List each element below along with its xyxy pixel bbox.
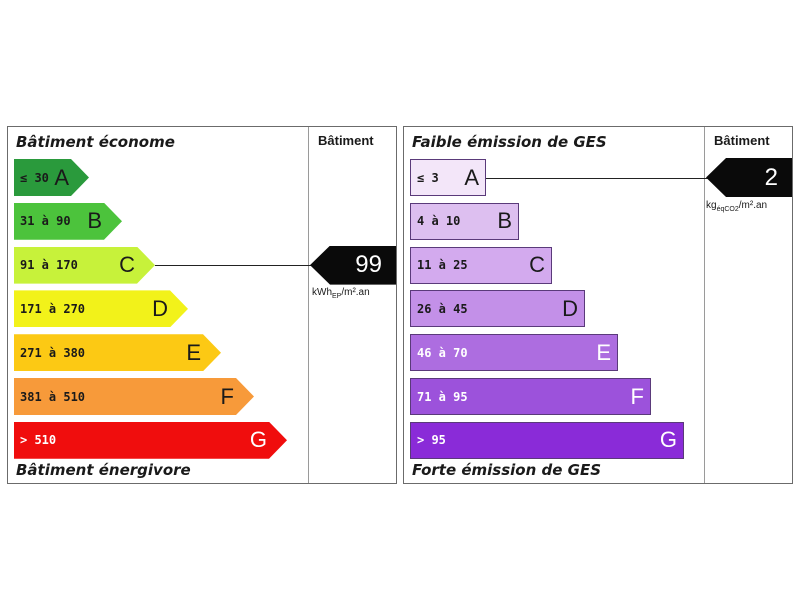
bar-range-label: > 510 (20, 433, 57, 448)
ges-pointer-line (486, 177, 710, 179)
energy-value-marker: 99 (310, 245, 396, 285)
ges-bar-e: 46 à 70 E (410, 334, 618, 372)
energy-bar-c: 91 à 170 C (14, 247, 155, 284)
ges-bottom-label: Forte émission de GES (412, 461, 601, 479)
bar-class-letter: C (529, 252, 545, 278)
bar-class-letter: E (596, 339, 611, 365)
energy-column-header: Bâtiment (318, 133, 374, 148)
energy-bar-e: 271 à 380 E (14, 334, 221, 371)
bar-class-letter: A (464, 164, 479, 190)
energy-bar-a: ≤ 30 A (14, 159, 89, 196)
energy-bar-b: 31 à 90 B (14, 203, 122, 240)
bar-class-letter: B (87, 208, 102, 234)
ges-bar-f: 71 à 95 F (410, 378, 651, 415)
bar-range-label: 26 à 45 (417, 301, 468, 316)
ges-unit-sub: éqCO2 (716, 206, 739, 213)
energy-bar-g: > 510 G (14, 422, 287, 459)
bar-range-label: 4 à 10 (417, 214, 461, 229)
bar-range-label: 91 à 170 (20, 258, 78, 273)
bar-range-label: 71 à 95 (417, 389, 468, 404)
energy-label-panel: Bâtiment économe Bâtiment ≤ 30 A 31 à 90 B 9… (7, 126, 397, 484)
energy-unit: kWhEP/m².an (312, 287, 370, 300)
ges-value-marker: 2 (706, 158, 792, 197)
energy-bar-f: 381 à 510 F (14, 378, 254, 415)
bar-class-letter: F (220, 383, 234, 409)
bar-range-label: > 95 (417, 433, 446, 448)
energy-unit-tail: /m².an (341, 287, 370, 298)
bar-range-label: 381 à 510 (20, 389, 86, 404)
ges-bar-g: > 95 G (410, 421, 684, 459)
bar-class-letter: D (152, 295, 168, 321)
energy-unit-sub: EP (332, 293, 342, 300)
bar-range-label: 11 à 25 (417, 258, 468, 273)
bar-class-letter: G (659, 427, 677, 453)
energy-bar-d: 171 à 270 D (14, 290, 188, 327)
energy-pointer-line (155, 265, 314, 267)
energy-value-label: 99 (355, 251, 382, 279)
bar-range-label: 46 à 70 (417, 345, 468, 360)
ges-bar-d: 26 à 45 D (410, 290, 585, 328)
ges-value-label: 2 (764, 163, 778, 191)
ges-top-label: Faible émission de GES (412, 133, 607, 151)
bar-class-letter: D (562, 295, 578, 321)
bar-range-label: 271 à 380 (20, 345, 86, 360)
bar-range-label: ≤ 30 (20, 170, 49, 185)
ges-label-panel: Faible émission de GES Bâtiment ≤ 3 A 4 à … (403, 126, 793, 484)
energy-column-divider (308, 127, 309, 483)
energy-bottom-label: Bâtiment énergivore (16, 461, 191, 479)
bar-range-label: 171 à 270 (20, 301, 86, 316)
bar-class-letter: B (497, 208, 512, 234)
bar-range-label: ≤ 3 (417, 170, 439, 185)
ges-column-header: Bâtiment (714, 133, 770, 148)
bar-range-label: 31 à 90 (20, 214, 71, 229)
ges-bar-b: 4 à 10 B (410, 202, 519, 240)
bar-class-letter: C (119, 252, 135, 278)
bar-class-letter: E (186, 339, 201, 365)
bar-class-letter: G (249, 427, 267, 453)
ges-unit-tail: /m².an (738, 200, 768, 211)
energy-unit-main: kWh (312, 287, 332, 298)
ges-unit: kgéqCO2/m².an (706, 200, 767, 213)
ges-bar-c: 11 à 25 C (410, 246, 552, 284)
energy-top-label: Bâtiment économe (16, 133, 175, 151)
ges-unit-main: kg (706, 200, 717, 211)
bar-class-letter: A (54, 164, 69, 190)
ges-bar-a: ≤ 3 A (410, 159, 486, 196)
ges-column-divider (704, 127, 705, 483)
bar-class-letter: F (630, 383, 644, 409)
